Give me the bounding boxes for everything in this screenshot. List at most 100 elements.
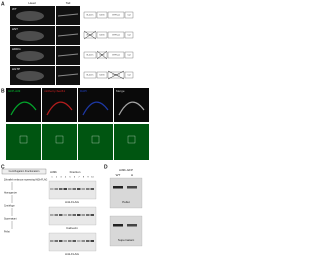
inset-box [55,135,64,144]
band [68,188,72,190]
column-label: Head [28,1,36,5]
fraction-label: Fraction [70,170,81,174]
deletion-mark [83,30,97,40]
fraction-number: 10 [91,177,94,179]
domain-label: tail [128,34,131,37]
domain-label: tail [128,54,131,57]
fraction-number: 3 [60,177,62,179]
band [127,224,137,227]
micrograph [78,88,113,122]
domain-box [124,51,134,59]
band [86,240,90,242]
row-label w: ΔNT [12,27,18,31]
domain-label: DDG [100,55,105,57]
flow-title: Centrifugation Fractionation [9,170,40,173]
domain-label: DDG [100,15,105,17]
domain-label: GTPase [112,35,121,37]
blot-label: Pellet [122,200,130,204]
blot [109,215,143,247]
panel-label: A [1,1,5,7]
embryo-signal [16,51,44,61]
micrograph [42,124,77,160]
deletion-mark [107,70,125,80]
embryo-signal [16,71,44,81]
domain-box [107,11,125,19]
band [81,240,85,242]
figure: A B C D Head Tail WT N-term DDG GTPase tail ΔNT… [1,1,149,256]
domain-box [96,31,108,39]
micrograph [6,124,41,160]
tail-signal [57,13,79,17]
blot [109,177,143,209]
channel-label: DAPI [80,89,87,93]
blot-label: Anti-FLAG [65,200,80,204]
domain-box [83,71,97,79]
band [63,214,67,216]
domain-box [96,71,108,79]
domain-label: GTPase [112,55,121,57]
inset-box [91,135,100,144]
panel-label: B [1,88,5,94]
embryo-signal [16,31,44,41]
micrograph [78,124,113,160]
band [59,188,63,190]
band [86,188,90,190]
deletion-mark [96,50,108,60]
domain-box [107,31,125,39]
domain-box [83,51,97,59]
band [86,214,90,216]
domain-box [124,31,134,39]
domain-label: GTPase [112,75,121,77]
flow-step: Homogenize [4,193,18,195]
band [77,188,81,190]
tail-signal [57,33,79,37]
blot-label: Supernatant [118,238,135,242]
inset-box [19,135,28,144]
domain-box [96,11,108,19]
channel-label: Merge [116,89,125,93]
band [113,224,123,227]
domain-box [124,71,134,79]
band [90,240,94,242]
band [127,186,137,189]
panel-label: C [1,164,5,170]
lane-label: Δ [131,173,133,177]
blot-label: Calnexin [66,226,78,230]
band [72,214,76,216]
flow-step: Pellet [4,231,10,234]
inset-box [127,135,136,144]
fraction-number: 4 [65,177,67,179]
cell-signal [118,101,145,116]
column-label: Tail [66,1,71,5]
band [113,186,123,189]
micrograph [6,88,41,122]
cell-signal [46,101,73,116]
row-label w: ΔGTP [12,67,20,71]
band [54,214,58,216]
domain-label: N-term [87,74,94,77]
band [90,214,94,216]
band [59,240,63,242]
domain-label: tail [128,74,131,77]
fraction-number: 8 [83,177,85,179]
band [90,188,94,190]
fraction-number: 6 [74,177,76,179]
band [54,240,58,242]
flow-step: Centrifuge [4,205,15,208]
micrograph [114,88,149,122]
cell-signal [82,101,109,116]
micrograph [114,124,149,160]
band [68,214,72,216]
panel-label: D [104,164,108,170]
lane-label: WT [116,173,121,177]
domain-label: DDG [100,35,105,37]
band [72,240,76,242]
tail-signal [57,73,79,77]
band [50,214,54,216]
flow-step: Zebrafish embryos expressing Atl3b-FLAG [4,179,47,182]
band [77,214,81,216]
band [81,188,85,190]
band [72,188,76,190]
domain-label: N-term [87,14,94,17]
domain-box [83,11,97,19]
